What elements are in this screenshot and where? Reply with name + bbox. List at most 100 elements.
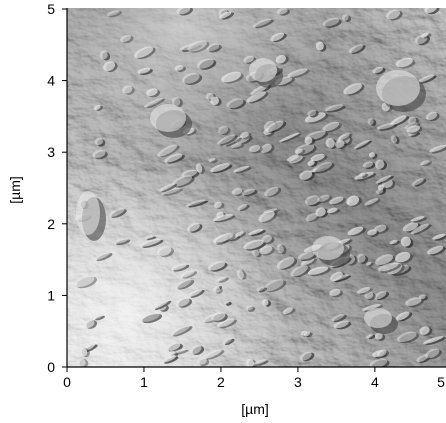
terrace-shadow <box>142 313 163 324</box>
terrace-shadow <box>208 44 222 53</box>
surface-terrace <box>243 239 267 251</box>
surface-terrace <box>187 40 210 53</box>
surface-terrace <box>139 312 163 324</box>
terrace-highlight <box>276 8 288 15</box>
terrace-highlight <box>322 17 340 27</box>
terrace-highlight <box>256 286 265 292</box>
terrace-shadow <box>220 127 231 136</box>
surface-terrace <box>315 41 327 52</box>
surface-terrace <box>310 153 328 163</box>
terrace-highlight <box>222 338 232 345</box>
surface-terrace <box>113 238 131 246</box>
terrace-highlight <box>374 159 385 169</box>
terrace-highlight <box>144 235 154 239</box>
surface-terrace <box>390 115 410 126</box>
surface-terrace <box>297 251 318 262</box>
surface-terrace <box>186 222 203 233</box>
terrace-highlight <box>181 72 200 84</box>
surface-terrace <box>289 155 306 165</box>
terrace-highlight <box>366 334 373 339</box>
terrace-highlight <box>243 55 254 63</box>
surface-terrace <box>189 345 205 356</box>
terrace-highlight <box>83 319 95 328</box>
surface-terrace <box>230 143 245 150</box>
terrace-highlight <box>108 208 125 217</box>
terrace-highlight <box>171 97 181 107</box>
surface-terrace <box>264 186 282 198</box>
terrace-shadow <box>247 306 256 312</box>
terrace-shadow <box>378 189 387 195</box>
x-axis-label: [µm] <box>241 401 269 417</box>
terrace-highlight <box>186 199 206 207</box>
terrace-highlight <box>416 354 429 363</box>
surface-terrace <box>419 326 433 336</box>
surface-terrace <box>226 98 246 110</box>
y-tick-label: 5 <box>47 1 55 17</box>
surface-terrace <box>92 149 108 160</box>
terrace-highlight <box>221 71 242 83</box>
surface-terrace <box>248 228 266 237</box>
terrace-highlight <box>395 57 413 68</box>
surface-terrace <box>210 96 222 107</box>
terrace-shadow <box>340 133 353 142</box>
surface-terrace <box>261 299 272 307</box>
terrace-highlight <box>375 254 394 266</box>
terrace-shadow <box>243 190 258 197</box>
terrace-shadow <box>297 145 317 156</box>
surface-terrace <box>212 213 236 223</box>
terrace-highlight <box>331 314 345 322</box>
terrace-highlight <box>233 165 250 173</box>
surface-terrace <box>237 204 250 212</box>
y-tick-label: 4 <box>47 73 55 89</box>
surface-terrace <box>416 354 431 363</box>
terrace-shadow <box>356 140 372 150</box>
mound-highlight <box>364 308 392 328</box>
surface-terrace <box>213 286 223 294</box>
surface-terrace <box>174 64 187 73</box>
surface-terrace <box>366 334 376 340</box>
y-tick-label: 3 <box>47 144 55 160</box>
surface-terrace <box>213 233 236 244</box>
surface-terrace <box>405 297 424 308</box>
surface-terrace <box>146 88 161 98</box>
surface-terrace <box>374 159 388 170</box>
terrace-highlight <box>246 91 266 103</box>
terrace-highlight <box>93 105 101 111</box>
terrace-highlight <box>420 160 430 166</box>
terrace-highlight <box>206 43 220 52</box>
surface-terrace <box>290 265 311 278</box>
terrace-highlight <box>390 135 398 144</box>
mound-highlight <box>376 70 420 106</box>
surface-terrace <box>299 351 315 362</box>
surface-terrace <box>181 72 203 85</box>
terrace-highlight <box>226 98 244 109</box>
terrace-highlight <box>365 261 372 266</box>
surface-terrace <box>206 43 222 53</box>
terrace-highlight <box>390 115 407 126</box>
terrace-shadow <box>377 175 394 185</box>
surface-terrace <box>432 233 446 241</box>
surface-terrace <box>233 165 252 174</box>
terrace-highlight <box>175 297 190 307</box>
surface-terrace <box>216 134 238 146</box>
terrace-highlight <box>187 40 207 52</box>
terrace-highlight <box>315 207 326 217</box>
surface-terrace <box>157 144 180 158</box>
surface-terrace <box>408 131 421 138</box>
terrace-highlight <box>186 222 200 232</box>
terrace-highlight <box>234 231 244 238</box>
surface-terrace <box>343 83 365 96</box>
surface-terrace <box>376 122 398 131</box>
terrace-shadow <box>427 349 443 360</box>
terrace-shadow <box>229 236 241 242</box>
surface-terrace <box>93 105 104 111</box>
terrace-highlight <box>122 85 133 94</box>
terrace-highlight <box>425 111 438 121</box>
terrace-highlight <box>195 163 203 173</box>
terrace-highlight <box>259 245 273 255</box>
surface-terrace <box>364 291 376 301</box>
surface-terrace <box>221 71 244 84</box>
terrace-shadow <box>392 240 401 246</box>
terrace-highlight <box>179 270 195 278</box>
terrace-highlight <box>362 161 373 168</box>
